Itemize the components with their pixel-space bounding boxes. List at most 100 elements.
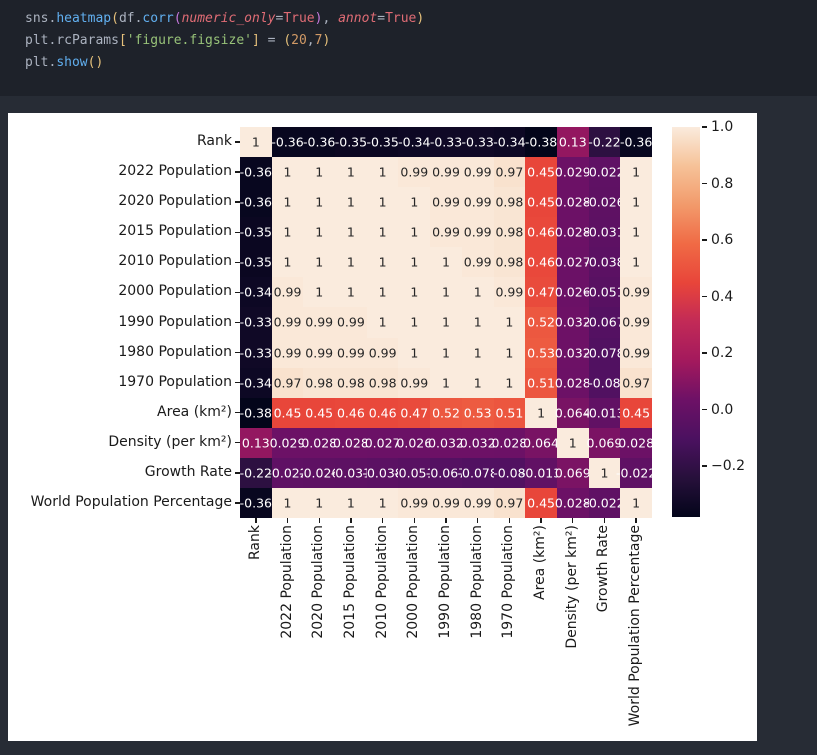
heatmap-cell: -0.031: [584, 217, 625, 248]
heatmap-cell: 0.99: [493, 277, 526, 308]
heatmap-cell: 0.46: [335, 397, 367, 428]
heatmap-cell: 0.97: [493, 157, 526, 188]
code-token: =: [377, 11, 386, 26]
heatmap-cell: 1: [335, 187, 367, 218]
heatmap-cell: -0.38: [525, 127, 557, 158]
heatmap-cell: 0.99: [366, 337, 399, 368]
cell-annotation: 0.98: [495, 224, 524, 240]
y-tick-label: 2000 Population: [118, 283, 232, 300]
cell-annotation: 1: [251, 134, 260, 150]
cell-annotation: 0.99: [622, 284, 651, 300]
heatmap-cell: 1: [430, 307, 462, 338]
cell-annotation: 1: [410, 194, 419, 210]
x-tick-label: 2022 Population: [278, 525, 295, 639]
cell-annotation: 1: [283, 254, 292, 270]
y-tick-mark: [235, 412, 240, 414]
cell-annotation: 0.99: [463, 194, 492, 210]
heatmap-cell: 0.028: [491, 427, 527, 458]
x-tick-mark: [318, 518, 320, 523]
x-tick-mark: [572, 518, 574, 523]
heatmap-cell: 0.069: [555, 457, 591, 488]
heatmap-cell: 1: [525, 397, 557, 428]
heatmap-cell: 0.032: [460, 427, 496, 458]
heatmap-figure: 1 -0.36 -0.36 -0.35 -0.35 -0.34 -0.33 -0.33 -0.3…: [8, 113, 757, 741]
heatmap-cell: 1: [398, 277, 431, 308]
cell-annotation: -0.33: [461, 134, 494, 150]
cell-annotation: 0.99: [305, 345, 334, 361]
cell-annotation: 0.029: [269, 435, 306, 451]
cell-annotation: 0.45: [527, 495, 555, 511]
code-cell[interactable]: sns.heatmap(df.corr(numeric_only=True), …: [0, 0, 817, 96]
cell-annotation: 1: [315, 284, 324, 300]
heatmap-cell: 1: [303, 217, 336, 248]
heatmap-cell: 1: [620, 247, 652, 278]
heatmap-cell: 0.47: [525, 277, 557, 308]
cell-annotation: 1: [378, 314, 387, 330]
heatmap-cell: -0.33: [239, 307, 273, 338]
cell-annotation: 0.99: [622, 314, 651, 330]
code-token: .: [48, 55, 57, 70]
cell-annotation: -0.36: [271, 134, 304, 150]
cell-annotation: 0.97: [273, 375, 302, 391]
cell-annotation: 0.99: [368, 345, 397, 361]
cell-annotation: -0.36: [239, 495, 273, 511]
y-tick-mark: [235, 351, 240, 354]
cell-annotation: 1: [473, 284, 482, 300]
y-tick-mark: [235, 201, 240, 203]
heatmap-cell: 0.064: [555, 397, 591, 428]
heatmap-cell: -0.35: [366, 127, 399, 158]
heatmap-cell: 0.99: [430, 487, 462, 518]
colorbar-tick-mark: [702, 126, 707, 128]
cell-annotation: -0.067: [584, 314, 625, 330]
code-token: 7: [314, 33, 323, 48]
heatmap-cell: 1: [271, 157, 304, 188]
cell-annotation: 0.032: [554, 314, 591, 330]
heatmap-cell: -0.013: [521, 457, 561, 488]
x-tick-mark: [413, 518, 415, 523]
cell-annotation: 0.99: [336, 314, 365, 330]
cell-annotation: 1: [410, 345, 419, 361]
heatmap-cell: 0.99: [461, 187, 494, 218]
heatmap-cell: 1: [335, 157, 367, 188]
cell-annotation: 0.99: [305, 314, 334, 330]
cell-annotation: -0.026: [299, 465, 340, 481]
code-token: plt: [25, 33, 49, 48]
code-token: annot: [338, 11, 378, 26]
x-tick-mark: [635, 518, 637, 523]
heatmap-cell: 1: [366, 277, 399, 308]
cell-annotation: 1: [346, 495, 355, 511]
cell-annotation: -0.022: [584, 495, 625, 511]
heatmap-cell: 0.51: [525, 367, 557, 398]
cell-annotation: -0.35: [239, 224, 273, 240]
heatmap-cell: 1: [398, 307, 431, 338]
y-tick-label: Growth Rate: [144, 463, 232, 480]
cell-annotation: 1: [315, 164, 324, 180]
cell-annotation: 1: [378, 164, 387, 180]
x-tick-mark: [476, 518, 479, 523]
cell-annotation: 0.028: [618, 435, 655, 451]
code-token: sns: [25, 11, 49, 26]
cell-annotation: -0.33: [429, 134, 463, 150]
cell-annotation: -0.36: [619, 134, 653, 150]
code-token: numeric_only: [181, 11, 276, 26]
heatmap-grid: 1 -0.36 -0.36 -0.35 -0.35 -0.34 -0.33 -0.33 -0.3…: [239, 127, 656, 518]
cell-annotation: -0.078: [457, 465, 498, 481]
code-token: True: [283, 11, 315, 26]
cell-annotation: 1: [473, 345, 482, 361]
heatmap-cell: 1: [493, 367, 526, 398]
cell-annotation: -0.33: [239, 345, 273, 361]
heatmap-cell: -0.022: [267, 457, 308, 488]
cell-annotation: 0.99: [273, 345, 302, 361]
x-tick-label: 2015 Population: [341, 525, 358, 639]
cell-annotation: 1: [442, 314, 450, 330]
cell-annotation: -0.33: [239, 314, 273, 330]
code-token: rcParams: [56, 33, 119, 48]
cell-annotation: 1: [505, 375, 514, 391]
heatmap-cell: 0.99: [271, 307, 304, 338]
y-tick-mark: [235, 442, 240, 444]
colorbar-tick-mark: [702, 295, 707, 298]
heatmap-cell: 0.99: [620, 307, 652, 338]
heatmap-cell: -0.35: [239, 217, 273, 248]
heatmap-cell: 0.97: [493, 487, 526, 518]
y-tick-label: 2022 Population: [118, 163, 232, 180]
